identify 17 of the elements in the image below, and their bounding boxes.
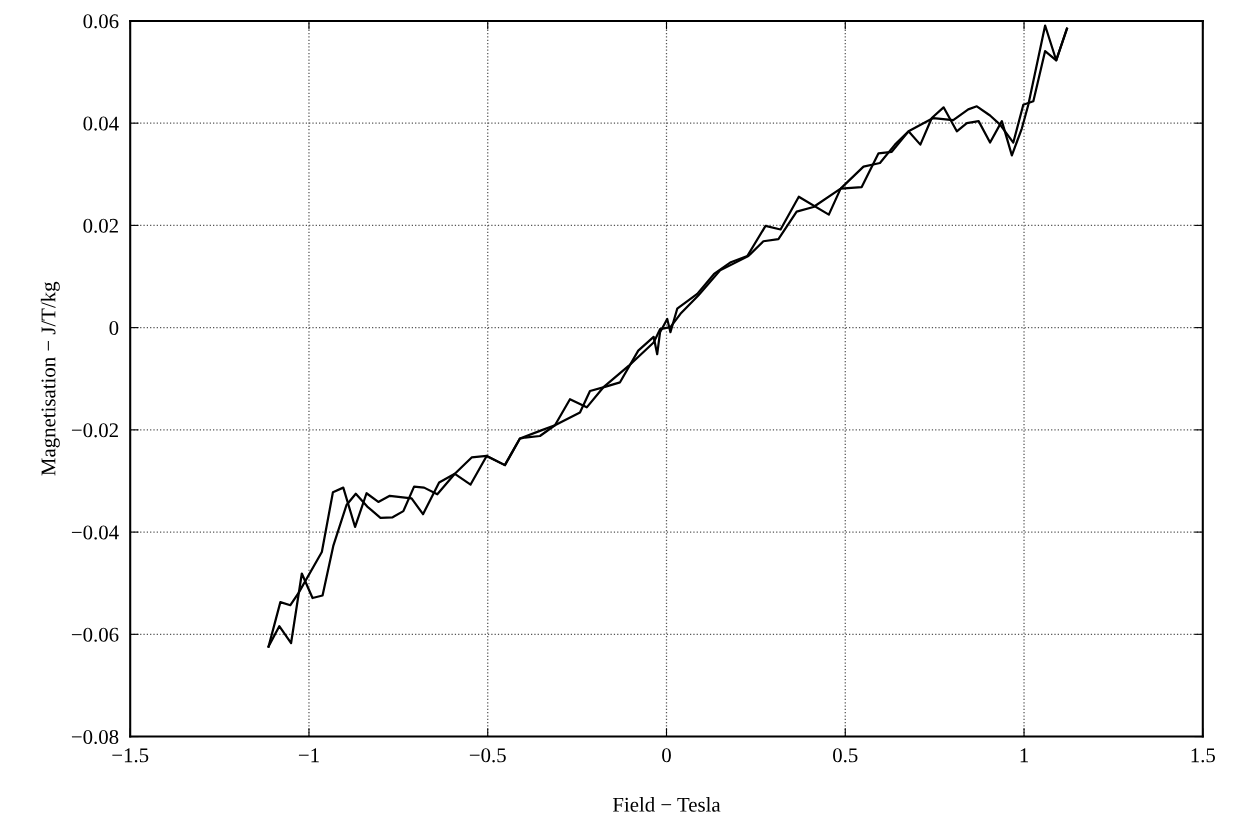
y-tick-label: 0 [109, 321, 119, 336]
y-tick-label: −0.08 [71, 729, 119, 745]
x-tick-label: −1.5 [112, 748, 149, 763]
x-tick-label: 1.5 [1191, 748, 1216, 763]
y-tick-label: −0.04 [71, 525, 119, 540]
x-tick-label: 0.5 [833, 748, 858, 763]
x-axis-title: Field − Tesla [612, 797, 721, 812]
y-axis-title: Magnetisation − J/T/kg [40, 281, 60, 476]
y-tick-label: −0.02 [71, 423, 118, 438]
y-tick-label: 0.06 [83, 14, 119, 29]
y-tick-label: 0.04 [83, 116, 119, 131]
x-tick-label: 0 [662, 748, 671, 763]
y-tick-label: 0.02 [83, 218, 118, 233]
x-tick-label: 1 [1020, 748, 1028, 763]
y-tick-label: −0.06 [71, 627, 119, 642]
x-tick-label: −1 [298, 748, 319, 763]
x-tick-label: −0.5 [469, 748, 506, 763]
